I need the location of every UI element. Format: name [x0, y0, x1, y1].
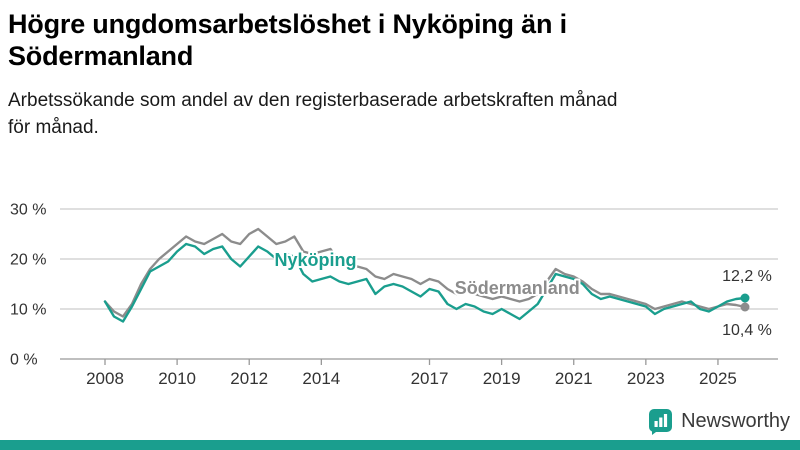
title-line-2: Södermanland	[8, 41, 194, 72]
newsworthy-logo: Newsworthy	[648, 408, 790, 435]
x-tick-label: 2017	[411, 369, 449, 388]
x-tick-label: 2023	[627, 369, 665, 388]
y-tick-label: 20 %	[10, 252, 46, 269]
newsworthy-logo-text: Newsworthy	[681, 410, 790, 432]
x-tick-label: 2025	[699, 369, 737, 388]
line-chart-svg: 0 % 10 % 20 % 30 % 2008 2010 2012 2014 2017 2019 2…	[10, 202, 778, 388]
chart-header: Högre ungdomsarbetslöshet i Nyköping än …	[8, 8, 780, 142]
series-line-sodermanland	[103, 227, 747, 318]
x-tick-label: 2010	[158, 369, 196, 388]
y-tick-label: 30 %	[10, 202, 46, 219]
footer-accent-bar	[0, 440, 800, 450]
x-tick-label: 2012	[230, 369, 268, 388]
subtitle-line-1: Arbetssökande som andel av den registerb…	[8, 89, 618, 111]
y-tick-label: 10 %	[10, 302, 46, 319]
title-line-1: Högre ungdomsarbetslöshet i Nyköping än …	[8, 9, 567, 39]
subtitle-line-2: för månad.	[8, 117, 99, 139]
x-tick-label: 2019	[483, 369, 521, 388]
series-line-nykoping	[103, 242, 747, 323]
series-label-sodermanland: Södermanland	[455, 278, 580, 298]
end-value-label-sodermanland: 10,4 %	[722, 322, 772, 339]
end-dot-sodermanland	[740, 302, 750, 312]
x-tick-label: 2008	[86, 369, 124, 388]
newsworthy-logo-icon	[649, 409, 673, 435]
series-label-nykoping: Nyköping	[274, 250, 356, 270]
page-title: Högre ungdomsarbetslöshet i Nyköping än …	[8, 8, 780, 73]
end-value-label-nykoping: 12,2 %	[722, 268, 772, 285]
end-dot-nykoping	[740, 293, 750, 303]
x-tick-label: 2021	[555, 369, 593, 388]
line-chart: 0 % 10 % 20 % 30 % 2008 2010 2012 2014 2017 2019 2…	[0, 192, 800, 397]
x-tick-label: 2014	[302, 369, 340, 388]
y-tick-label: 0 %	[10, 352, 38, 369]
chart-subtitle: Arbetssökande som andel av den registerb…	[8, 87, 780, 142]
